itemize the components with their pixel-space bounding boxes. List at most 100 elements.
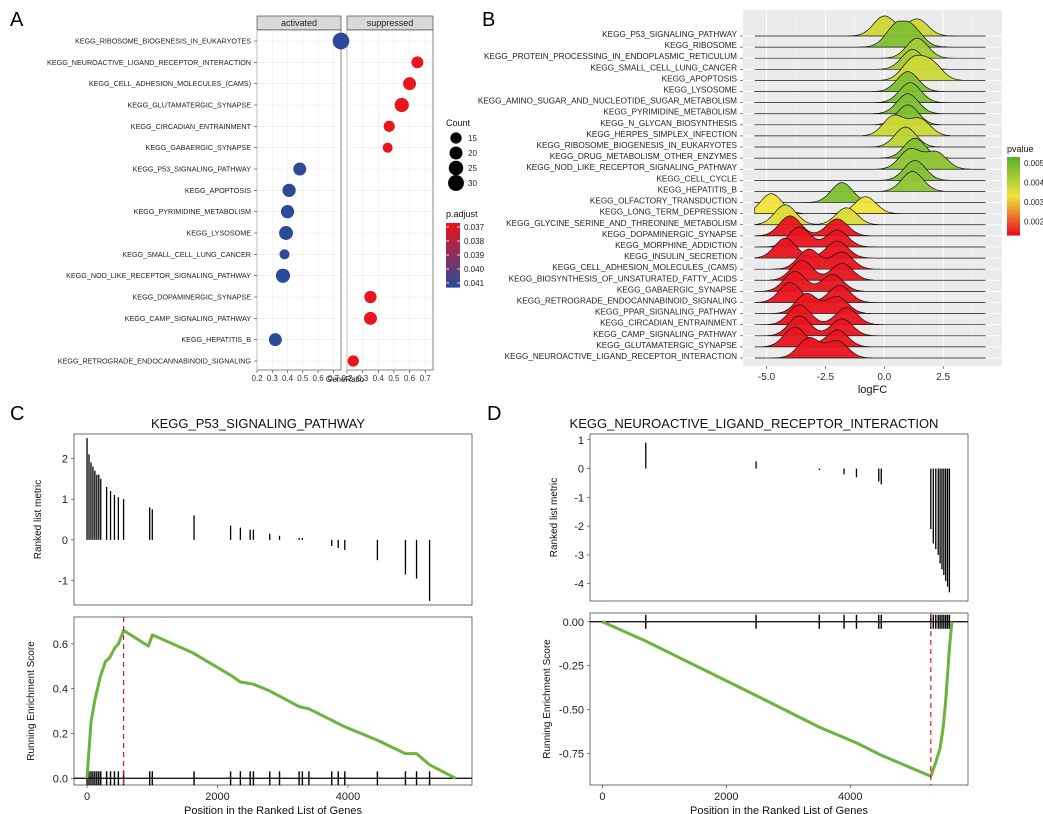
color-legend-swatch [446, 265, 460, 269]
y-tick-label: -2 [574, 521, 584, 533]
color-legend-swatch [1007, 180, 1020, 184]
x-tick-label: 0.7 [328, 374, 340, 383]
color-legend-swatch [1007, 219, 1020, 223]
ridge-density [753, 82, 986, 103]
ridge-density [754, 15, 986, 37]
x-tick-label: 0.2 [251, 374, 263, 383]
y-tick-label: -0.25 [559, 661, 584, 673]
metric-y-axis-title: Ranked list metric [549, 478, 560, 557]
color-legend-swatch [1007, 157, 1020, 161]
ridge-label: KEGG_GLYCINE_SERINE_AND_THREONINE_METABO… [506, 219, 737, 228]
color-legend-swatch [446, 268, 460, 272]
ridge-density [754, 114, 986, 137]
ridge-label: KEGG_CAMP_SIGNALING_PATHWAY [593, 330, 737, 339]
color-legend-swatch [446, 225, 460, 229]
ridge-density [754, 54, 986, 81]
category-label: KEGG_GABAERGIC_SYNAPSE [146, 143, 252, 152]
data-point [279, 249, 290, 260]
color-legend-swatch [1007, 185, 1020, 189]
ridge-label: KEGG_APOPTOSIS [662, 74, 738, 83]
color-legend-swatch [1007, 222, 1020, 226]
x-tick-label: 0.4 [373, 374, 385, 383]
data-point [279, 226, 293, 240]
panel-label-d: D [487, 403, 501, 425]
size-legend-label: 25 [468, 164, 477, 173]
x-tick-label: 2000 [205, 791, 229, 803]
color-legend-swatch [446, 231, 460, 235]
x-tick-label: 0 [599, 791, 605, 803]
y-tick-label: -1 [58, 576, 68, 588]
ridge-density [754, 337, 986, 359]
y-tick-label: 0.4 [53, 684, 68, 696]
category-label: KEGG_RETROGRADE_ENDOCANNABINOID_SIGNALIN… [58, 357, 252, 366]
color-legend-swatch [446, 241, 460, 245]
x-tick-label: 0.6 [313, 374, 325, 383]
category-label: KEGG_PYRIMIDINE_METABOLISM [134, 207, 251, 216]
x-tick-label: 4000 [336, 791, 360, 803]
ridge-label: KEGG_PROTEIN_PROCESSING_IN_ENDOPLASMIC_R… [484, 52, 737, 61]
ridge-label: KEGG_CELL_CYCLE [656, 174, 737, 183]
category-label: KEGG_CAMP_SIGNALING_PATHWAY [125, 314, 252, 323]
ridge-label: KEGG_RETROGRADE_ENDOCANNABINOID_SIGNALIN… [517, 296, 737, 305]
color-legend-label: 0.037 [464, 223, 485, 232]
ridge-label: KEGG_PYRIMIDINE_METABOLISM [603, 108, 737, 117]
y-tick-label: -0.50 [559, 705, 584, 717]
color-legend-swatch [1007, 177, 1020, 181]
ridge-density [754, 147, 986, 170]
color-legend-swatch [1007, 214, 1020, 218]
category-label: KEGG_LYSOSOME [186, 229, 251, 238]
ridge-density [753, 93, 986, 115]
color-legend-swatch [1007, 196, 1020, 200]
x-tick-label: 0.5 [297, 374, 309, 383]
category-label: KEGG_CELL_ADHESION_MOLECULES_(CAMS) [89, 79, 251, 88]
ridge-density [754, 159, 986, 181]
ridge-label: KEGG_LYSOSOME [663, 86, 737, 95]
x-axis-title: Position in the Ranked List of Genes [690, 805, 868, 814]
color-legend-swatch [1007, 211, 1020, 215]
enrichment-curve [85, 628, 457, 780]
x-tick-label: 2.5 [936, 372, 950, 383]
color-legend-swatch [446, 260, 460, 264]
chart-title: KEGG_NEUROACTIVE_LIGAND_RECEPTOR_INTERAC… [570, 416, 939, 431]
data-point [268, 333, 282, 347]
color-legend-label: 0.040 [464, 265, 485, 274]
y-tick-label: -3 [574, 550, 584, 562]
x-tick-label: 0.4 [282, 374, 294, 383]
es-y-axis-title: Running Enrichment Score [542, 639, 553, 759]
color-legend-swatch [446, 244, 460, 248]
color-legend-swatch [446, 271, 460, 275]
color-legend-swatch [446, 257, 460, 261]
ridge-density [754, 215, 986, 237]
ridge-density [754, 292, 986, 314]
ridge-label: KEGG_BIOSYNTHESIS_OF_UNSATURATED_FATTY_A… [509, 274, 738, 283]
data-point [394, 97, 409, 113]
color-legend-swatch [446, 276, 460, 280]
color-legend-label: 0.005 [1024, 159, 1043, 168]
data-point [382, 142, 393, 153]
y-tick-label: 0.6 [53, 639, 68, 651]
color-legend-swatch [1007, 183, 1020, 187]
facet-strip-label: suppressed [367, 18, 414, 28]
color-legend-swatch [1007, 159, 1020, 163]
ridge-label: KEGG_GLUTAMATERGIC_SYNAPSE [596, 341, 737, 350]
ridge-label: KEGG_GABAERGIC_SYNAPSE [617, 285, 738, 294]
chart-title: KEGG_P53_SIGNALING_PATHWAY [151, 416, 365, 431]
x-tick-label: 0 [84, 791, 90, 803]
ridge-label: KEGG_HEPATITIS_B [658, 185, 738, 194]
size-legend-label: 30 [468, 179, 477, 188]
y-tick-label: 0.0 [53, 773, 68, 785]
color-legend-swatch [1007, 190, 1020, 194]
es-panel [589, 612, 969, 786]
color-legend-swatch [1007, 201, 1020, 205]
x-axis-title: Position in the Ranked List of Genes [184, 805, 362, 814]
y-tick-label: 0.2 [53, 728, 68, 740]
data-point [275, 268, 291, 283]
size-legend-key [450, 132, 462, 144]
x-tick-label: 0.7 [420, 374, 432, 383]
ridge-density [754, 37, 986, 59]
ridge-label: KEGG_RIBOSOME_BIOGENESIS_IN_EUKARYOTES [536, 141, 737, 150]
x-tick-label: 0.2 [341, 374, 353, 383]
color-legend-swatch [446, 281, 460, 285]
color-legend-swatch [1007, 229, 1020, 233]
ridge-label: KEGG_MORPHINE_ADDICTION [615, 241, 737, 250]
